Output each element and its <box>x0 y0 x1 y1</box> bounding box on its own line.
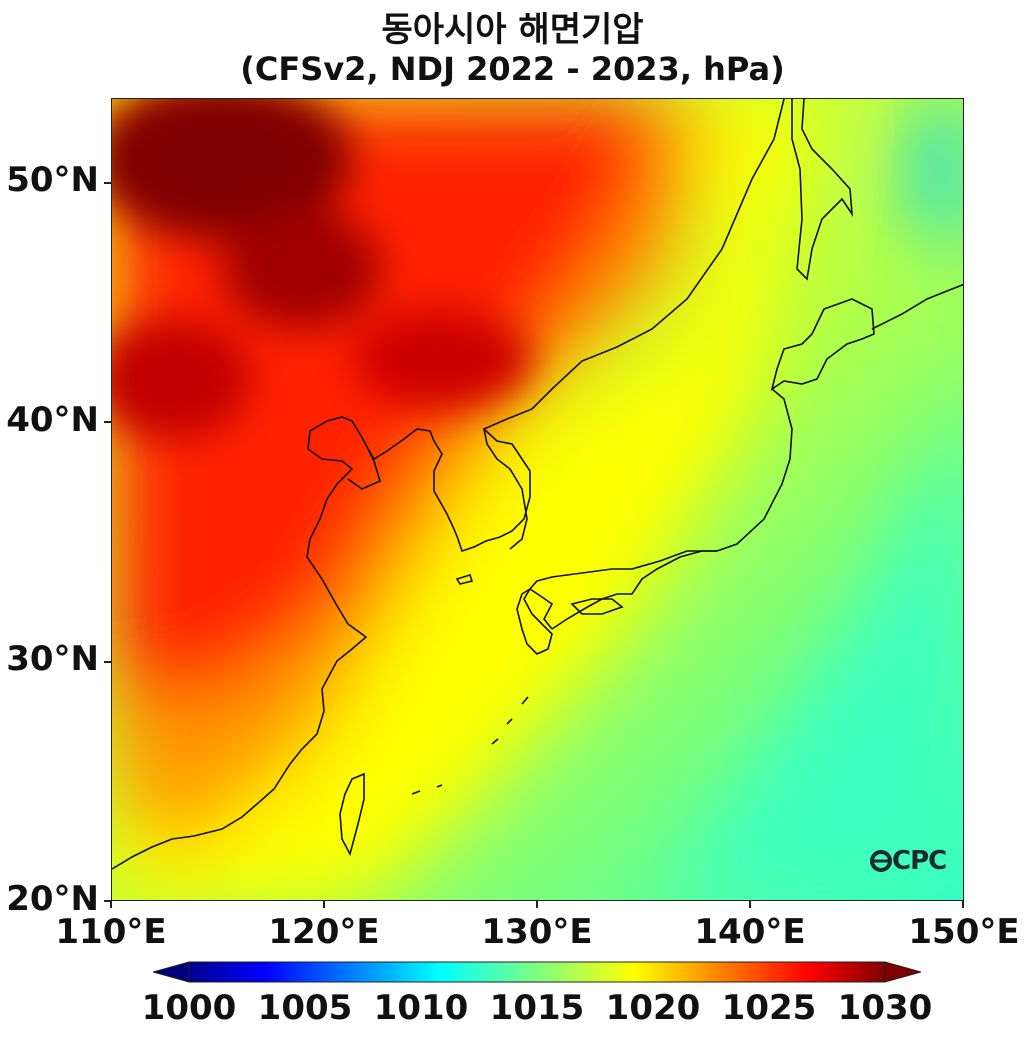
map-title: 동아시아 해면기압 <box>381 10 644 50</box>
lat-label-40n: 40°N <box>6 400 99 440</box>
colorbar-label-1005: 1005 <box>257 988 353 1028</box>
map-subtitle: (CFSv2, NDJ 2022 - 2023, hPa) <box>240 50 785 88</box>
lon-label-140e: 140°E <box>694 912 806 952</box>
lon-label-110e: 110°E <box>55 912 167 952</box>
lon-tick-140e <box>749 901 751 908</box>
lat-tick-40n <box>104 421 111 423</box>
lon-tick-130e <box>536 901 538 908</box>
lat-label-20n: 20°N <box>6 879 99 919</box>
lat-label-30n: 30°N <box>6 639 99 679</box>
colorbar-min-extend <box>153 961 190 983</box>
colorbar-label-1025: 1025 <box>721 988 817 1028</box>
lat-tick-20n <box>104 900 111 902</box>
pressure-field <box>112 99 963 900</box>
lat-tick-50n <box>104 182 111 184</box>
cpc-logo: CPC <box>870 846 947 876</box>
colorbar-gradient <box>188 961 886 983</box>
colorbar-label-1010: 1010 <box>373 988 469 1028</box>
cpc-logo-icon <box>870 850 892 872</box>
colorbar-label-1015: 1015 <box>489 988 585 1028</box>
colorbar-label-1030: 1030 <box>837 988 933 1028</box>
lon-label-150e: 150°E <box>908 912 1020 952</box>
lon-tick-120e <box>323 901 325 908</box>
colorbar <box>153 961 921 983</box>
lat-tick-30n <box>104 661 111 663</box>
pressure-map <box>111 98 964 901</box>
lon-label-120e: 120°E <box>268 912 380 952</box>
lon-tick-110e <box>110 901 112 908</box>
lat-label-50n: 50°N <box>6 160 99 200</box>
colorbar-max-extend <box>884 961 921 983</box>
lon-label-130e: 130°E <box>481 912 593 952</box>
colorbar-label-1020: 1020 <box>605 988 701 1028</box>
colorbar-label-1000: 1000 <box>141 988 237 1028</box>
cpc-logo-text: CPC <box>892 846 947 876</box>
coastline <box>112 99 963 870</box>
lon-tick-150e <box>962 901 964 908</box>
